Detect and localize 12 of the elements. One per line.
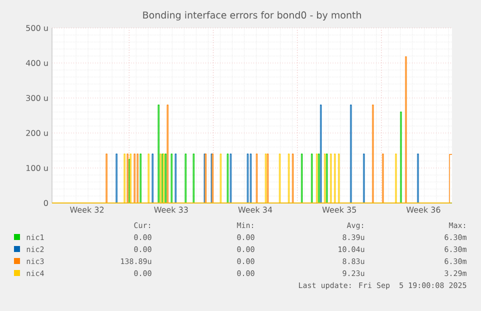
x-tick-label: Week 35 [322, 206, 356, 213]
x-tick-label: Week 32 [70, 206, 104, 213]
y-tick-label: 100 u [26, 164, 48, 172]
y-tick-label: 200 u [26, 130, 48, 136]
y-tick-label: 300 u [26, 94, 48, 102]
y-tick-label: 400 u [26, 60, 48, 66]
x-tick-label: Week 36 [406, 206, 440, 213]
y-tick-label: 0 [44, 200, 48, 206]
y-tick-label: 500 u [26, 24, 48, 32]
x-tick-label: Week 34 [238, 206, 272, 213]
x-tick-label: Week 33 [154, 206, 188, 213]
chart-title: Bonding interface errors for bond0 - by month [143, 11, 361, 20]
